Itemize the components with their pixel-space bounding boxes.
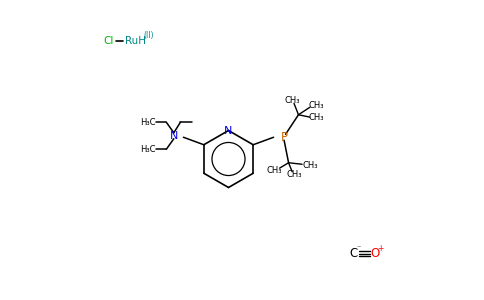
Text: CH₃: CH₃: [308, 101, 324, 110]
Text: CH₃: CH₃: [308, 113, 324, 122]
Text: RuH: RuH: [125, 35, 146, 46]
Text: N: N: [169, 131, 178, 141]
Text: (II): (II): [143, 31, 153, 40]
Text: N: N: [224, 125, 233, 136]
Text: CH₃: CH₃: [285, 96, 300, 105]
Text: CH₃: CH₃: [266, 166, 282, 175]
Text: P: P: [281, 131, 287, 144]
Text: O: O: [370, 247, 379, 260]
Text: CH₃: CH₃: [302, 161, 318, 170]
Text: ⁻: ⁻: [356, 244, 361, 253]
Text: H₃C: H₃C: [140, 145, 156, 154]
Text: H₃C: H₃C: [140, 118, 156, 127]
Text: Cl: Cl: [103, 35, 114, 46]
Text: CH₃: CH₃: [287, 170, 302, 179]
Text: C: C: [349, 247, 357, 260]
Text: +: +: [378, 244, 384, 253]
